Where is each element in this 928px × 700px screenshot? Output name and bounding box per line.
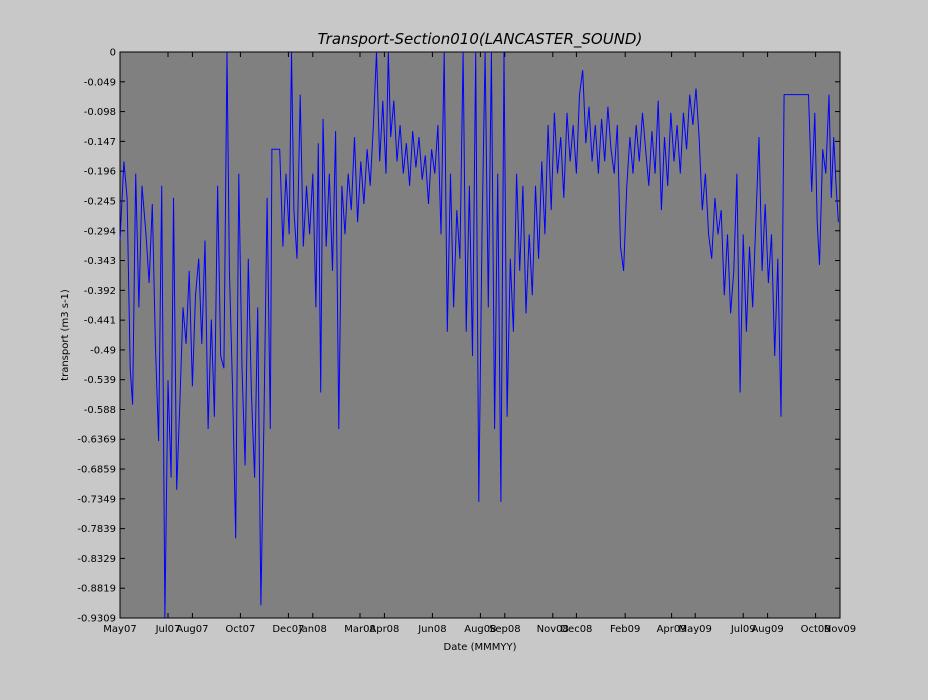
- x-tick-label: Oct09: [801, 624, 831, 635]
- y-tick-label: -0.392: [84, 286, 116, 297]
- x-tick-label: Apr09: [657, 624, 687, 635]
- x-tick-label: Jan08: [298, 624, 327, 635]
- x-tick-label: Jun08: [417, 624, 446, 635]
- y-tick-label: -0.6369: [77, 435, 116, 446]
- y-tick-label: -0.7839: [77, 524, 116, 535]
- y-tick-label: -0.196: [84, 167, 116, 178]
- y-tick-label: -0.9309: [77, 614, 116, 625]
- x-tick-label: Aug08: [464, 624, 496, 635]
- y-tick-label: -0.098: [84, 107, 116, 118]
- x-tick-label: May09: [679, 624, 712, 635]
- y-tick-label: -0.539: [84, 375, 116, 386]
- x-tick-label: May07: [103, 624, 136, 635]
- x-tick-label: Apr08: [369, 624, 399, 635]
- y-tick-label: -0.343: [84, 256, 116, 267]
- chart-title: Transport-Section010(LANCASTER_SOUND): [318, 30, 643, 49]
- x-tick-label: Oct07: [225, 624, 255, 635]
- y-tick-label: -0.8329: [77, 554, 116, 565]
- x-tick-label: Nov08: [537, 624, 569, 635]
- series-layer: [119, 51, 839, 618]
- y-tick-label: -0.8819: [77, 584, 116, 595]
- plot-background: [119, 51, 841, 619]
- y-tick-label: -0.49: [90, 345, 116, 356]
- y-tick-label: -0.588: [84, 405, 116, 416]
- x-axis-label: Date (MMMYY): [444, 642, 517, 653]
- x-tick-label: Mar08: [344, 624, 376, 635]
- x-tick-label: Jul07: [155, 624, 181, 635]
- y-tick-label: -0.7349: [77, 494, 116, 505]
- y-tick-label: -0.294: [84, 226, 116, 237]
- y-tick-label: 0: [110, 48, 116, 59]
- y-axis: 0 -0.049 -0.098 -0.147 -0.196 -0.245 -0.294 -0.…: [77, 48, 840, 625]
- series-line: [119, 51, 839, 618]
- y-tick-label: -0.049: [84, 77, 116, 88]
- y-axis-label: transport (m3 s-1): [60, 289, 71, 381]
- x-tick-label: Dec07: [272, 624, 304, 635]
- x-tick-label: Dec08: [560, 624, 592, 635]
- x-tick-label: Aug07: [176, 624, 208, 635]
- x-tick-label: Jul09: [730, 624, 756, 635]
- x-tick-label: Feb09: [610, 624, 640, 635]
- y-tick-label: -0.6859: [77, 465, 116, 476]
- y-tick-label: -0.441: [84, 316, 116, 327]
- y-tick-label: -0.245: [84, 196, 116, 207]
- x-tick-label: Aug09: [751, 624, 783, 635]
- x-tick-label: Sep08: [489, 624, 521, 635]
- y-tick-label: -0.147: [84, 137, 116, 148]
- x-tick-label: Nov09: [824, 624, 856, 635]
